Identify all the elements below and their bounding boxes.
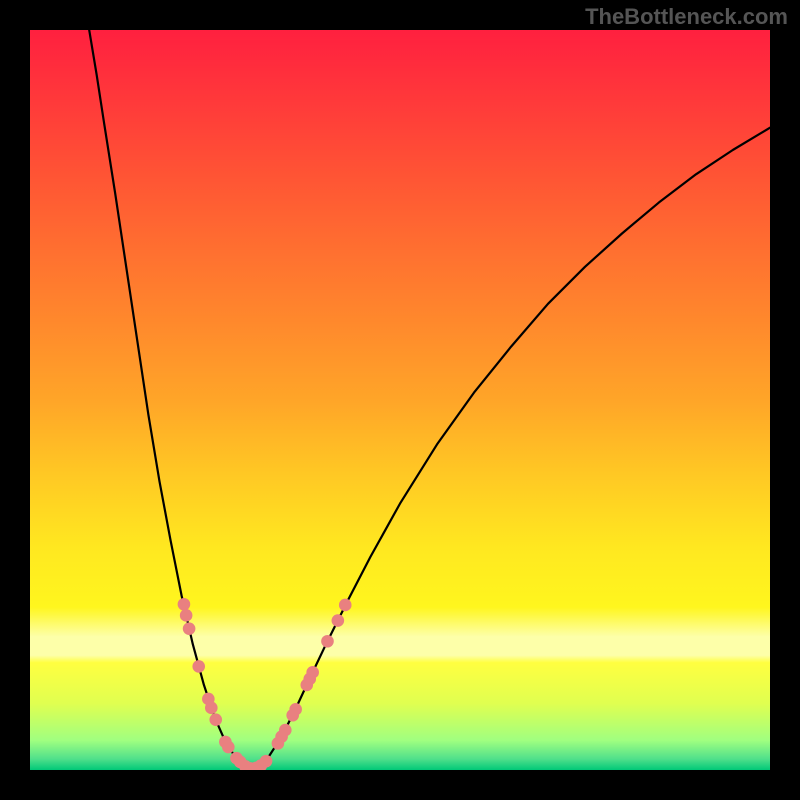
bottleneck-curve-chart bbox=[30, 30, 770, 770]
data-marker bbox=[306, 666, 319, 679]
data-marker bbox=[205, 702, 218, 715]
plot-area bbox=[30, 30, 770, 770]
watermark-text: TheBottleneck.com bbox=[585, 4, 788, 30]
data-marker bbox=[178, 598, 191, 611]
chart-frame: TheBottleneck.com bbox=[0, 0, 800, 800]
gradient-background bbox=[30, 30, 770, 770]
data-marker bbox=[183, 622, 196, 635]
data-marker bbox=[192, 660, 205, 673]
data-marker bbox=[260, 755, 273, 768]
data-marker bbox=[289, 703, 302, 716]
data-marker bbox=[209, 713, 222, 726]
data-marker bbox=[279, 724, 292, 737]
data-marker bbox=[321, 635, 334, 648]
data-marker bbox=[222, 741, 235, 754]
data-marker bbox=[339, 599, 352, 612]
data-marker bbox=[332, 614, 345, 627]
data-marker bbox=[180, 609, 193, 622]
